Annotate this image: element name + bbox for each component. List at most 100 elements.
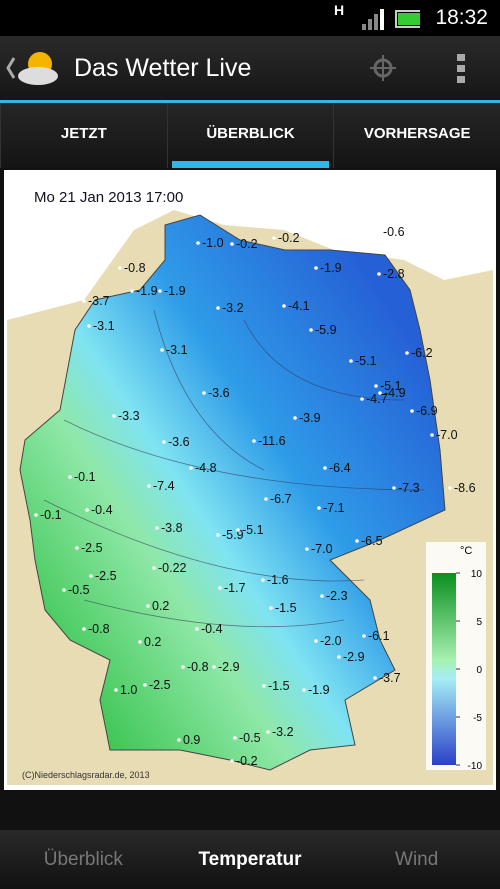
temperature-label: -0.1 <box>74 470 96 484</box>
station-dot <box>264 497 268 501</box>
station-dot <box>233 736 237 740</box>
temperature-label: -3.7 <box>88 294 110 308</box>
station-dot <box>216 533 220 537</box>
temperature-label: -1.7 <box>224 581 246 595</box>
temperature-label: -0.2 <box>278 231 300 245</box>
station-dot <box>272 236 276 240</box>
temperature-label: -0.22 <box>158 561 187 575</box>
station-dot <box>305 547 309 551</box>
clock: 18:32 <box>435 6 488 29</box>
temperature-label: -0.4 <box>201 622 223 636</box>
tab-selected[interactable]: ÜBERBLICK <box>166 103 334 168</box>
temperature-label: -5.9 <box>315 323 337 337</box>
station-dot <box>143 683 147 687</box>
station-dot <box>430 433 434 437</box>
station-dot <box>355 539 359 543</box>
temperature-label: -3.3 <box>118 409 140 423</box>
station-dot <box>317 506 321 510</box>
temperature-label: -4.8 <box>195 461 217 475</box>
station-dot <box>405 351 409 355</box>
temperature-label: -1.9 <box>308 683 330 697</box>
bottom-tab[interactable]: Wind <box>395 849 439 870</box>
station-dot <box>282 304 286 308</box>
temperature-label: -2.3 <box>326 589 348 603</box>
temperature-label: -7.4 <box>153 479 175 493</box>
station-dot <box>68 475 72 479</box>
station-dot <box>181 665 185 669</box>
station-dot <box>118 266 122 270</box>
temperature-label: -6.1 <box>368 629 390 643</box>
station-dot <box>160 348 164 352</box>
temperature-label: -2.9 <box>343 650 365 664</box>
station-dot <box>236 528 240 532</box>
station-dot <box>266 730 270 734</box>
temperature-label: -3.1 <box>93 319 115 333</box>
temperature-label: -6.4 <box>329 461 351 475</box>
temperature-label: -3.6 <box>208 386 230 400</box>
station-dot <box>155 526 159 530</box>
locate-button[interactable] <box>368 53 398 83</box>
temperature-label: -0.2 <box>236 754 258 768</box>
station-dot <box>162 440 166 444</box>
temperature-label: 0.9 <box>183 733 200 747</box>
station-dot <box>196 241 200 245</box>
tab[interactable]: VORHERSAGE <box>333 103 500 168</box>
station-dot <box>378 391 382 395</box>
status-bar: H 18:32 <box>0 0 500 36</box>
legend-tick-label: 5 <box>476 617 482 628</box>
station-dot <box>177 738 181 742</box>
temperature-label: -1.9 <box>136 284 158 298</box>
temperature-label: 0.2 <box>144 635 161 649</box>
temperature-label: -2.5 <box>81 541 103 555</box>
temperature-label: -5.1 <box>380 379 402 393</box>
temperature-label: -4.9 <box>384 386 406 400</box>
bottom-tab[interactable]: Überblick <box>43 849 123 870</box>
station-dot <box>320 594 324 598</box>
station-dot <box>82 299 86 303</box>
legend-tick-label: 10 <box>471 569 483 580</box>
station-dot <box>147 484 151 488</box>
temperature-label: -2.9 <box>218 660 240 674</box>
station-dot <box>262 684 266 688</box>
temperature-label: -4.1 <box>288 299 310 313</box>
temperature-label: 1.0 <box>120 683 137 697</box>
station-dot <box>158 289 162 293</box>
temperature-label: -2.5 <box>149 678 171 692</box>
station-dot <box>114 688 118 692</box>
menu-button[interactable] <box>455 52 467 86</box>
station-dot <box>202 391 206 395</box>
sea <box>7 173 493 320</box>
temperature-label: -6.2 <box>411 346 433 360</box>
temperature-label: -0.5 <box>68 583 90 597</box>
temperature-label: -0.6 <box>383 225 405 239</box>
legend-unit: °C <box>460 545 472 557</box>
legend-tick-label: 0 <box>476 665 482 676</box>
station-dot <box>82 627 86 631</box>
temperature-label: -5.1 <box>355 354 377 368</box>
station-dot <box>89 574 93 578</box>
legend-tick-label: -5 <box>473 713 482 724</box>
temperature-label: -7.3 <box>398 481 420 495</box>
map-credit: (C)Niederschlagsradar.de, 2013 <box>22 770 150 780</box>
temperature-label: 0.2 <box>152 599 169 613</box>
temperature-label: -0.8 <box>88 622 110 636</box>
temperature-label: -1.0 <box>202 236 224 250</box>
temperature-label: -3.6 <box>168 435 190 449</box>
station-dot <box>146 604 150 608</box>
germany <box>19 214 446 771</box>
temperature-label: -1.5 <box>268 679 290 693</box>
temperature-label: -3.9 <box>299 411 321 425</box>
station-dot <box>112 414 116 418</box>
temperature-label: -4.7 <box>366 392 388 406</box>
station-dot <box>314 639 318 643</box>
bottom-tab-selected[interactable]: Temperatur <box>198 849 302 870</box>
app-icon[interactable] <box>0 36 70 100</box>
station-dot <box>309 328 313 332</box>
action-bar: Das Wetter Live <box>0 36 500 103</box>
tab[interactable]: JETZT <box>0 103 167 168</box>
temperature-label: -6.7 <box>270 492 292 506</box>
station-dot <box>302 688 306 692</box>
station-dot <box>87 324 91 328</box>
temperature-label: -2.8 <box>383 267 405 281</box>
